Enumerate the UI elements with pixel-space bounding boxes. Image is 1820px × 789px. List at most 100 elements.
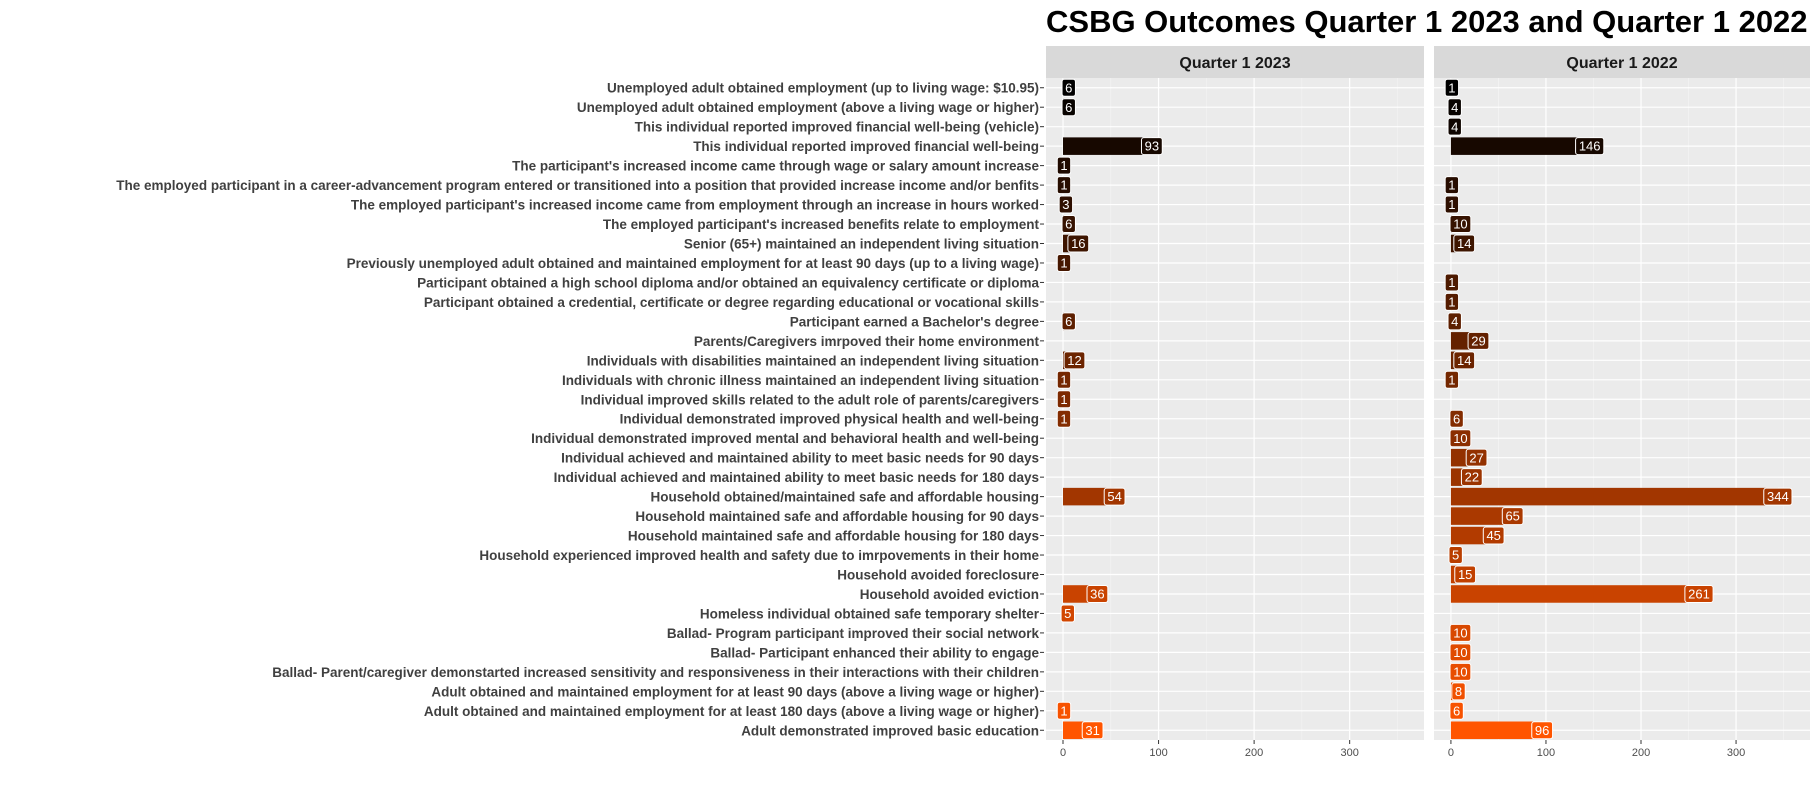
bar-label-box [1531, 721, 1554, 740]
category-label: Participant obtained a high school diplo… [417, 275, 1039, 290]
category-label: Individual demonstrated improved physica… [620, 412, 1039, 427]
bar-label-box [1058, 195, 1074, 214]
panel-background [1434, 78, 1810, 740]
category-label: Homeless individual obtained safe tempor… [700, 606, 1040, 621]
category-label: Parents/Caregivers imrpoved their home e… [694, 334, 1040, 349]
category-label: This individual reported improved financ… [693, 139, 1039, 154]
x-tick-label: 300 [1340, 747, 1358, 759]
bar-label-box [1482, 526, 1505, 545]
bar-label-box [1684, 584, 1714, 603]
bar-label-box [1447, 98, 1462, 117]
bar-label-box [1056, 156, 1072, 175]
bar-label: 22 [1465, 470, 1479, 485]
x-tick-label: 200 [1632, 747, 1650, 759]
bar-label-box [1067, 234, 1090, 253]
category-label: Household avoided eviction [860, 587, 1039, 602]
bar-label: 344 [1767, 489, 1789, 504]
bar-label: 6 [1065, 100, 1072, 115]
chart-title: CSBG Outcomes Quarter 1 2023 and Quarter… [1046, 4, 1808, 39]
bar-label-box [1449, 662, 1472, 681]
bar [1450, 585, 1699, 603]
category-label: Unemployed adult obtained employment (ab… [577, 100, 1039, 115]
bar-label: 1 [1448, 178, 1455, 193]
bar-label: 1 [1060, 158, 1067, 173]
bar-label: 3 [1062, 197, 1069, 212]
bar-label: 6 [1065, 314, 1072, 329]
bar-label-box [1444, 273, 1460, 292]
bar-label-box [1465, 448, 1488, 467]
x-tick-label: 100 [1149, 747, 1167, 759]
category-label: Ballad- Participant enhanced their abili… [710, 645, 1039, 660]
x-tick-label: 300 [1727, 747, 1745, 759]
bar-label-box [1444, 78, 1460, 97]
bar-label: 15 [1458, 567, 1472, 582]
category-label: Individual demonstrated improved mental … [531, 431, 1039, 446]
bar-label: 261 [1688, 587, 1710, 602]
bar-label-box [1444, 292, 1460, 311]
bar-label-box [1449, 429, 1472, 448]
category-labels: Unemployed adult obtained employment (up… [116, 81, 1044, 738]
bar-label: 6 [1065, 217, 1072, 232]
bar-label: 45 [1486, 528, 1500, 543]
bar-label-box [1449, 215, 1472, 234]
bar-label-box [1086, 584, 1109, 603]
bar-label-box [1056, 390, 1072, 409]
bar-label-box [1444, 370, 1460, 389]
facet-panel-1: Quarter 1 202366931136161612111543651310… [1046, 46, 1424, 759]
bar-label-box [1451, 682, 1466, 701]
bar-label: 10 [1453, 626, 1467, 641]
bar-label-box [1447, 312, 1462, 331]
bar-label: 1 [1060, 392, 1067, 407]
category-label: Adult obtained and maintained employment… [431, 684, 1039, 699]
bar-label-box [1060, 604, 1075, 623]
bar-label: 27 [1469, 450, 1483, 465]
bar-label: 96 [1535, 723, 1549, 738]
bar-label-box [1056, 253, 1072, 272]
bar [1450, 487, 1778, 506]
category-label: Participant earned a Bachelor's degree [790, 314, 1040, 329]
category-label: Household obtained/maintained safe and a… [650, 490, 1039, 505]
bar-label: 10 [1453, 217, 1467, 232]
bar-label-box [1056, 701, 1072, 720]
facet-panels: Quarter 1 202366931136161612111543651310… [1046, 46, 1810, 759]
bar-label-box [1444, 195, 1460, 214]
category-label: Participant obtained a credential, certi… [424, 295, 1039, 310]
bar [1450, 137, 1590, 155]
category-label: Unemployed adult obtained employment (up… [607, 81, 1039, 96]
bar-label: 8 [1455, 684, 1462, 699]
panel-background [1046, 78, 1424, 740]
bar-label: 1 [1448, 295, 1455, 310]
bar-label-box [1449, 701, 1464, 720]
category-label: Individuals with disabilities maintained… [587, 353, 1039, 368]
bar-label: 6 [1065, 80, 1072, 95]
bar-label-box [1449, 623, 1472, 642]
bar-label: 5 [1064, 606, 1071, 621]
bar-label-box [1449, 409, 1464, 428]
bar-label-box [1140, 137, 1163, 156]
bar-label: 5 [1452, 548, 1459, 563]
bar-label-box [1454, 565, 1477, 584]
bar [1450, 721, 1543, 740]
category-label: Previously unemployed adult obtained and… [347, 256, 1039, 271]
category-label: Household avoided foreclosure [837, 568, 1039, 583]
bar-label: 36 [1090, 587, 1104, 602]
category-label: Senior (65+) maintained an independent l… [684, 237, 1039, 252]
bar-label: 54 [1107, 489, 1121, 504]
bar-label: 1 [1060, 178, 1067, 193]
x-tick-label: 100 [1537, 747, 1555, 759]
category-label: Individual achieved and maintained abili… [561, 451, 1039, 466]
x-tick-label: 0 [1448, 747, 1454, 759]
facet-strip-label: Quarter 1 2022 [1566, 55, 1677, 72]
facet-strip [1046, 46, 1424, 78]
bar-label: 4 [1451, 314, 1458, 329]
bar-label-box [1444, 176, 1460, 195]
bar-label: 1 [1060, 372, 1067, 387]
bar-label: 10 [1453, 664, 1467, 679]
category-label: The employed participant's increased ben… [603, 217, 1040, 232]
facet-strip [1434, 46, 1810, 78]
bar-label-box [1061, 78, 1076, 97]
category-label: Individuals with chronic illness maintai… [562, 373, 1039, 388]
bar-label: 31 [1085, 723, 1099, 738]
bar-label: 1 [1060, 256, 1067, 271]
bar-label-box [1447, 117, 1462, 136]
